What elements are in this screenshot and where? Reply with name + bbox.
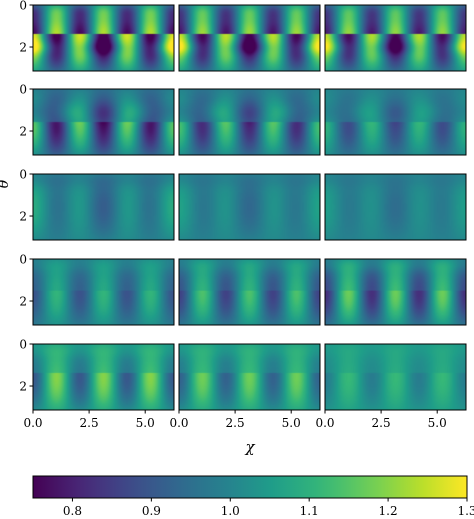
heatmap-image: [325, 259, 466, 325]
heatmap-panel-3-0: 02: [19, 253, 175, 326]
y-tick-label: 0: [19, 83, 27, 97]
y-tick-label: 2: [19, 125, 27, 139]
colorbar-tick-label: 1.0: [221, 504, 240, 518]
y-tick-label: 0: [19, 0, 27, 13]
heatmap-image: [179, 344, 320, 410]
panel-frame: [32, 343, 175, 411]
heatmap-panel-1-1: [178, 88, 321, 156]
heatmap-panel-0-2: [324, 4, 467, 72]
colorbar-gradient: [32, 475, 468, 499]
y-axis-label: θ: [0, 179, 12, 188]
x-tick-label: 2.5: [80, 416, 99, 430]
x-tick-label: 5.0: [136, 416, 155, 430]
heatmap-image: [325, 5, 466, 71]
panel-frame: [32, 258, 175, 326]
panel-frame: [32, 4, 175, 72]
heatmap-panel-2-2: [324, 173, 467, 241]
x-tick-label: 5.0: [282, 416, 301, 430]
x-tick-label: 0.0: [169, 416, 188, 430]
heatmap-panel-0-0: 02: [19, 0, 175, 72]
x-tick-label: 0.0: [23, 416, 42, 430]
panel-frame: [324, 173, 467, 241]
panel-frame: [324, 4, 467, 72]
heatmap-image: [33, 89, 174, 155]
y-tick-label: 2: [19, 295, 27, 309]
heatmap-panel-0-1: [178, 4, 321, 72]
x-tick-label: 2.5: [226, 416, 245, 430]
x-tick-label: 2.5: [372, 416, 391, 430]
heatmap-panel-2-0: 02: [19, 168, 175, 241]
heatmap-image: [179, 259, 320, 325]
heatmap-image: [325, 89, 466, 155]
y-tick-label: 2: [19, 41, 27, 55]
heatmap-image: [325, 174, 466, 240]
heatmap-image: [33, 259, 174, 325]
colorbar-tick-label: 0.9: [142, 504, 161, 518]
y-tick-label: 0: [19, 338, 27, 352]
heatmap-image: [325, 344, 466, 410]
colorbar-tick-label: 1.1: [300, 504, 319, 518]
heatmap-panel-1-0: 02: [19, 83, 175, 156]
y-tick-label: 0: [19, 253, 27, 267]
panel-frame: [178, 88, 321, 156]
heatmap-panel-4-1: 0.0 2.5 5.0: [169, 343, 321, 430]
colorbar-tick-label: 1.3: [457, 504, 474, 518]
panel-frame: [324, 88, 467, 156]
heatmap-panel-4-2: 0.0 2.5 5.0: [315, 343, 467, 430]
x-axis-label: χ: [244, 438, 255, 456]
y-tick-label: 2: [19, 380, 27, 394]
colorbar-tick-label: 1.2: [379, 504, 398, 518]
panel-frame: [178, 4, 321, 72]
panel-frame: [178, 343, 321, 411]
heatmap-panel-4-0: 0 2 0.0 2.5 5.0: [19, 338, 175, 430]
panel-frame: [178, 258, 321, 326]
heatmap-panel-1-2: [324, 88, 467, 156]
heatmap-image: [33, 174, 174, 240]
colorbar-tick-label: 0.8: [63, 504, 82, 518]
panel-frame: [32, 88, 175, 156]
panel-frame: [324, 258, 467, 326]
panel-frame: [32, 173, 175, 241]
y-tick-label: 0: [19, 168, 27, 182]
y-tick-label: 2: [19, 210, 27, 224]
heatmap-image: [179, 89, 320, 155]
panel-frame: [178, 173, 321, 241]
heatmap-image: [179, 174, 320, 240]
heatmap-panel-3-2: [324, 258, 467, 326]
x-tick-label: 5.0: [428, 416, 447, 430]
heatmap-image: [33, 5, 174, 71]
heatmap-panel-3-1: [178, 258, 321, 326]
x-tick-label: 0.0: [315, 416, 334, 430]
heatmap-image: [33, 344, 174, 410]
heatmap-image: [179, 5, 320, 71]
colorbar: 0.8 0.9 1.0 1.1 1.2 1.3: [32, 475, 474, 518]
heatmap-panel-2-1: [178, 173, 321, 241]
panel-frame: [324, 343, 467, 411]
